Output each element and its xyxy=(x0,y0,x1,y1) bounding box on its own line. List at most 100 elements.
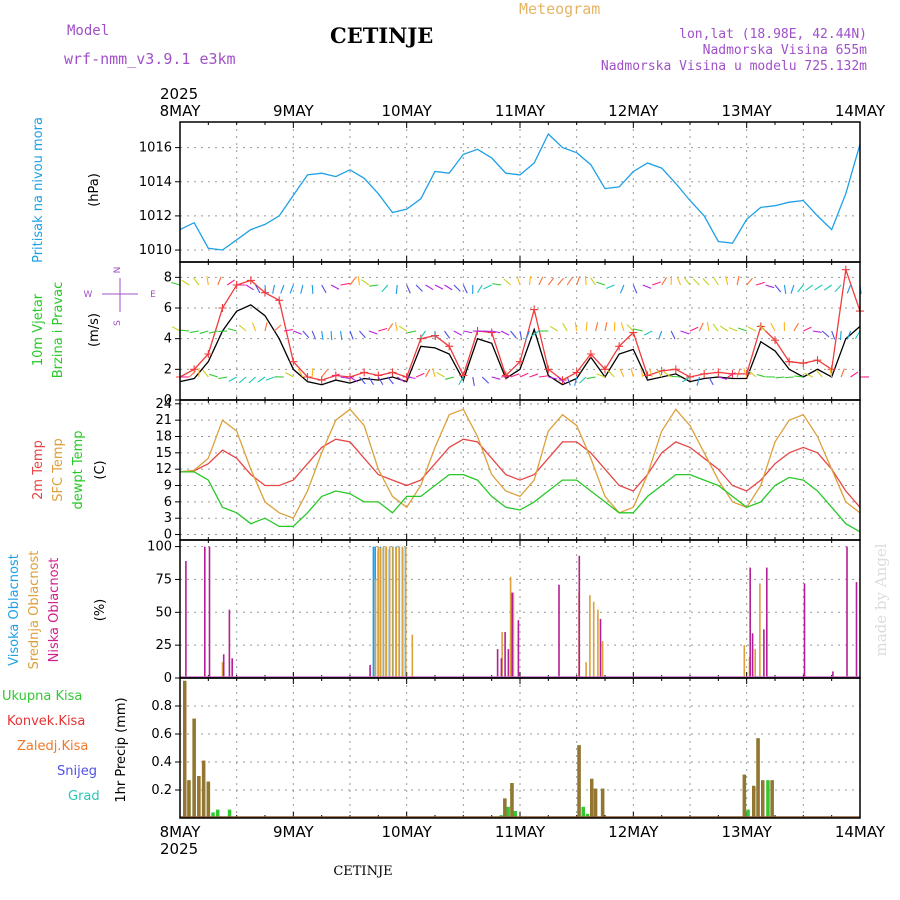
date-label-top: 12MAY xyxy=(608,102,659,120)
ytick-label: 21 xyxy=(155,413,172,428)
elevation-text: Nadmorska Visina 655m xyxy=(703,43,868,58)
wind-arrow xyxy=(576,276,581,286)
date-label-top: 14MAY xyxy=(835,102,886,120)
gust-marker xyxy=(586,350,595,358)
wind-arrow xyxy=(209,373,218,378)
wind-arrow xyxy=(218,376,228,380)
wind-arrow xyxy=(394,322,398,332)
wind-arrow xyxy=(815,369,823,378)
gust-marker xyxy=(785,357,794,366)
mid_cloud-bar xyxy=(592,601,595,678)
wind-arrow xyxy=(289,284,294,294)
wind-arrow xyxy=(491,330,501,334)
wind-arrow xyxy=(696,376,700,386)
wind-arrow xyxy=(425,368,431,378)
wind-arrow xyxy=(632,284,638,294)
gust-marker xyxy=(572,368,581,377)
wind-arrow xyxy=(821,330,830,338)
gust-marker xyxy=(303,373,312,381)
wind-arrow xyxy=(406,376,416,379)
wind-arrow xyxy=(746,277,753,286)
gust-marker xyxy=(501,371,510,380)
low_cloud-bar xyxy=(507,649,510,678)
wind-arrow xyxy=(445,376,455,380)
gust-marker xyxy=(487,328,496,337)
mid_cloud-bar xyxy=(401,546,404,678)
wind-arrow xyxy=(562,322,568,332)
mid_cloud-bar xyxy=(512,592,515,678)
low_cloud-bar xyxy=(228,609,231,678)
wind-arrow xyxy=(538,375,548,378)
date-label-top: 9MAY xyxy=(273,102,315,120)
ytick-label: 0.6 xyxy=(151,727,172,742)
wind-arrow xyxy=(377,376,384,386)
low-cloud-title: Niska Oblacnost xyxy=(47,558,62,663)
wind-arrow xyxy=(566,376,571,386)
ytick-label: 8 xyxy=(164,270,172,285)
gust-marker xyxy=(813,356,822,365)
wind-arrow xyxy=(605,284,615,289)
wind-arrow xyxy=(579,376,587,384)
wind-arrow xyxy=(557,277,564,286)
wind-title-1: 10m Vjetar xyxy=(31,293,46,366)
ytick-label: 100 xyxy=(147,540,172,555)
wind-arrow xyxy=(406,284,411,294)
wind-arrow xyxy=(684,277,691,286)
high-cloud-title: Visoka Oblacnost xyxy=(7,554,22,666)
wind-arrow xyxy=(748,370,757,378)
wind-arrow xyxy=(725,276,729,286)
conv_precip-bar xyxy=(752,785,756,818)
conv_precip-bar xyxy=(206,781,211,818)
total_precip-bar xyxy=(216,809,220,818)
ytick-label: 4 xyxy=(164,332,172,347)
wind-arrow xyxy=(302,330,310,339)
wind-arrow xyxy=(765,284,775,289)
low_cloud-bar xyxy=(751,633,754,678)
gust-marker xyxy=(771,336,779,345)
total_precip-bar xyxy=(211,812,215,818)
wind-arrow xyxy=(398,325,407,332)
wind-arrow xyxy=(483,284,492,290)
wind-arrow xyxy=(349,277,356,286)
date-label-bottom: 9MAY xyxy=(273,823,315,841)
wind-arrow xyxy=(321,330,324,340)
gust-marker xyxy=(246,276,255,285)
gust-marker xyxy=(799,359,808,368)
wind-arrow xyxy=(566,277,573,286)
mid_cloud-bar xyxy=(759,583,761,678)
wind-arrow xyxy=(189,370,197,378)
wind-arrow xyxy=(549,325,559,332)
wind-arrow xyxy=(368,376,374,385)
wind-arrow xyxy=(692,278,700,286)
pressure-unit: (hPa) xyxy=(87,173,102,207)
gust-marker xyxy=(374,371,383,380)
wind-arrow xyxy=(425,284,434,291)
wind-arrow xyxy=(586,376,596,380)
precip-title: 1hr Precip (mm) xyxy=(114,697,129,802)
wind-arrow xyxy=(381,284,389,293)
ytick-label: 15 xyxy=(155,446,172,461)
wind-arrow xyxy=(510,373,520,378)
wind-arrow xyxy=(458,376,464,386)
wind-arrow xyxy=(349,330,354,340)
panel-frame xyxy=(179,539,861,679)
wind-arrow xyxy=(330,330,333,341)
wind-arrow xyxy=(396,376,405,383)
panel-0: 1010 1012 1014 1016 xyxy=(139,121,861,263)
dewpt-title: dewpt Temp xyxy=(71,430,86,509)
wind-arrow xyxy=(718,376,728,380)
low_cloud-bar xyxy=(496,649,499,678)
mid_cloud-bar xyxy=(501,632,503,678)
gust-marker xyxy=(388,368,397,377)
mid_cloud-bar xyxy=(388,546,391,678)
total_precip-bar xyxy=(746,809,750,818)
ytick-label: 0.8 xyxy=(151,699,172,714)
wind-arrow xyxy=(171,326,181,332)
conv_precip-bar xyxy=(183,680,187,818)
wind-arrow xyxy=(728,327,738,332)
pressure-line xyxy=(179,132,861,251)
low_cloud-bar xyxy=(511,592,513,678)
wind-arrow xyxy=(395,284,398,295)
mid_cloud-bar xyxy=(585,662,587,678)
